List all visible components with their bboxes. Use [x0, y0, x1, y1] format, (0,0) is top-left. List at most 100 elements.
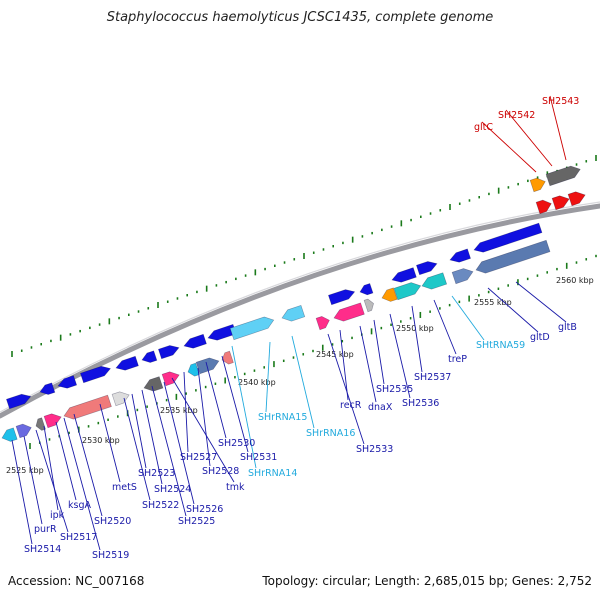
tick-mark-inner — [175, 393, 178, 400]
gene-block — [281, 304, 306, 322]
scale-label: 2560 kbp — [556, 276, 594, 285]
tick-mark-outer — [20, 349, 23, 352]
gene-block — [229, 316, 275, 341]
tick-mark-inner — [195, 389, 197, 392]
gene-label: SH2533 — [356, 444, 393, 455]
tick-mark-outer — [575, 163, 578, 166]
gene-label: SH2514 — [24, 544, 61, 555]
tick-mark-outer — [400, 220, 403, 227]
tick-mark-inner — [458, 300, 461, 304]
tick-mark-inner — [243, 372, 246, 376]
gene-arrow — [80, 365, 111, 384]
gene-leader-line — [433, 299, 457, 355]
tick-mark-inner — [400, 320, 402, 323]
gene-label: SHrRNA16 — [306, 428, 355, 439]
gene-block — [421, 272, 448, 290]
gene-label: SH2535 — [376, 384, 413, 395]
tick-mark-outer — [478, 196, 480, 199]
tick-mark-outer — [274, 264, 276, 267]
tick-mark-inner — [234, 376, 236, 379]
gene-leader-line — [411, 305, 423, 373]
gene-block — [381, 287, 398, 302]
tick-mark-outer — [176, 297, 179, 300]
gene-block — [35, 417, 46, 431]
gene-label: dnaX — [368, 402, 393, 413]
tick-mark-outer — [205, 285, 208, 292]
gene-leader-line — [183, 371, 189, 453]
tick-mark-inner — [390, 323, 392, 326]
tick-mark-inner — [429, 310, 431, 313]
tick-mark-outer — [361, 235, 364, 238]
tick-mark-outer — [11, 351, 13, 357]
tick-mark-inner — [517, 279, 519, 286]
tick-mark-outer — [118, 316, 120, 320]
gene-block — [545, 165, 581, 187]
tick-mark-outer — [166, 300, 169, 303]
tick-mark-outer — [264, 267, 266, 271]
tick-mark-inner — [87, 425, 90, 428]
gene-block — [161, 371, 180, 387]
tick-mark-inner — [448, 303, 451, 307]
gene-label: tmk — [226, 482, 245, 493]
gene-label: SH2542 — [498, 110, 535, 121]
tick-mark-inner — [29, 443, 31, 449]
gene-block — [333, 302, 365, 322]
gene-leader-line — [339, 329, 349, 401]
map-title: Staphylococcus haemolyticus JCSC1435, co… — [106, 10, 494, 25]
tick-mark-inner — [117, 415, 119, 418]
gene-leader-line — [63, 417, 101, 551]
gene-leader-line — [549, 95, 567, 161]
tick-mark-outer — [254, 269, 257, 276]
tick-mark-inner — [263, 366, 266, 369]
gene-leader-line — [327, 333, 365, 445]
gene-arrow — [416, 261, 438, 276]
gene-leader-line — [487, 287, 539, 333]
gene-label: SHrRNA14 — [248, 468, 297, 479]
gene-arrow — [551, 195, 570, 211]
gene-leader-line — [197, 367, 211, 467]
tick-mark-outer — [79, 329, 81, 333]
tick-mark-inner — [380, 326, 383, 330]
tick-mark-outer — [488, 192, 490, 196]
gene-block — [15, 423, 32, 439]
gene-arrow — [183, 333, 207, 349]
gene-arrow — [535, 199, 552, 215]
gene-leader-line — [131, 393, 147, 469]
tick-mark-outer — [128, 313, 130, 316]
gene-label: SH2543 — [542, 96, 579, 107]
gene-label: recR — [340, 400, 362, 411]
gene-label: ksgA — [68, 500, 91, 511]
gene-leader-line — [141, 389, 163, 485]
gene-leader-line — [231, 345, 257, 469]
gene-leader-line — [43, 425, 59, 511]
tick-mark-inner — [185, 392, 187, 395]
gene-label: SH2523 — [138, 468, 175, 479]
tick-mark-outer — [303, 253, 305, 259]
gene-leader-line — [151, 385, 187, 517]
tick-mark-outer — [157, 302, 159, 308]
gene-block — [187, 362, 200, 377]
gene-label: SH2527 — [180, 452, 217, 463]
tick-mark-inner — [204, 385, 207, 389]
tick-mark-outer — [89, 326, 91, 330]
gene-label: SH2519 — [92, 550, 129, 561]
gene-label: SH2537 — [414, 372, 451, 383]
gene-block — [63, 394, 112, 420]
tick-mark-outer — [507, 186, 510, 189]
tick-mark-inner — [68, 431, 70, 435]
gene-arrow — [207, 324, 237, 341]
gene-arrow — [57, 375, 78, 389]
genome-backbone — [0, 203, 600, 419]
gene-label: SH2525 — [178, 516, 215, 527]
gene-leader-line — [123, 397, 151, 501]
tick-mark-outer — [244, 274, 247, 277]
tick-mark-outer — [595, 155, 597, 161]
tick-mark-inner — [253, 369, 256, 372]
tick-mark-outer — [429, 212, 432, 215]
tick-mark-inner — [507, 284, 509, 287]
tick-mark-outer — [186, 294, 188, 297]
tick-mark-inner — [282, 359, 285, 363]
tick-mark-inner — [536, 274, 539, 277]
